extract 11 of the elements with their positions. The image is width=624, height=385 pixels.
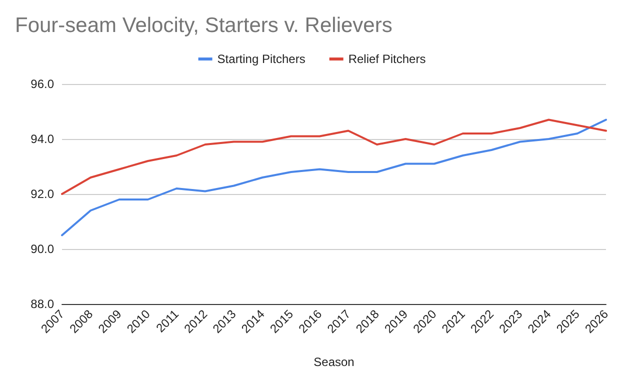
y-tick-label: 88.0 xyxy=(30,297,54,311)
y-tick-label: 90.0 xyxy=(30,242,54,256)
line-series xyxy=(61,118,607,195)
legend-label: Relief Pitchers xyxy=(348,52,426,66)
y-tick-label: 92.0 xyxy=(30,187,54,201)
chart-title: Four-seam Velocity, Starters v. Relievers xyxy=(15,14,392,37)
y-tick-label: 94.0 xyxy=(30,132,54,146)
line-series xyxy=(61,118,607,236)
x-axis-title: Season xyxy=(314,355,354,369)
legend-label: Starting Pitchers xyxy=(217,52,306,66)
y-tick-label: 96.0 xyxy=(30,77,54,91)
